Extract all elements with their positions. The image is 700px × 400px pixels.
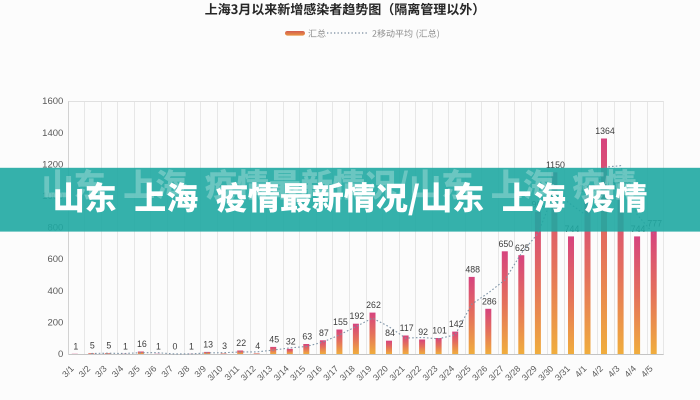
svg-text:3/13: 3/13	[255, 363, 274, 382]
svg-text:600: 600	[47, 254, 63, 265]
svg-text:4/1: 4/1	[573, 363, 589, 379]
svg-text:3/7: 3/7	[159, 363, 175, 379]
svg-text:488: 488	[465, 264, 480, 274]
svg-text:3/23: 3/23	[420, 363, 439, 382]
svg-text:3/28: 3/28	[503, 363, 522, 382]
svg-text:3/12: 3/12	[239, 363, 258, 382]
svg-text:155: 155	[333, 317, 348, 327]
svg-text:192: 192	[350, 311, 365, 321]
svg-text:1600: 1600	[42, 96, 63, 107]
svg-text:1364: 1364	[595, 126, 615, 136]
svg-text:45: 45	[269, 334, 279, 344]
svg-text:84: 84	[385, 328, 395, 338]
svg-text:117: 117	[400, 323, 414, 333]
svg-text:625: 625	[515, 243, 530, 253]
svg-text:1: 1	[73, 341, 78, 351]
svg-text:1150: 1150	[546, 160, 565, 170]
svg-text:3/1: 3/1	[60, 363, 76, 379]
svg-text:142: 142	[449, 319, 464, 329]
svg-text:3/20: 3/20	[371, 363, 390, 382]
svg-text:22: 22	[236, 338, 246, 348]
svg-text:4: 4	[255, 341, 260, 351]
svg-text:3: 3	[222, 341, 227, 351]
svg-text:3/27: 3/27	[487, 363, 506, 382]
svg-text:3/31: 3/31	[553, 363, 572, 382]
svg-text:1: 1	[189, 341, 194, 351]
svg-text:5: 5	[106, 341, 111, 351]
svg-text:101: 101	[432, 326, 447, 336]
svg-text:3/10: 3/10	[205, 363, 224, 382]
svg-text:5: 5	[90, 341, 95, 351]
svg-text:200: 200	[47, 317, 63, 328]
svg-text:87: 87	[319, 328, 329, 338]
svg-text:3/29: 3/29	[520, 363, 539, 382]
svg-text:3/26: 3/26	[470, 363, 489, 382]
svg-text:13: 13	[203, 339, 213, 349]
svg-text:3/15: 3/15	[288, 363, 307, 382]
svg-text:16: 16	[137, 339, 147, 349]
svg-text:3/25: 3/25	[454, 363, 473, 382]
svg-text:262: 262	[366, 300, 381, 310]
svg-text:3/17: 3/17	[321, 363, 340, 382]
svg-text:3/18: 3/18	[338, 363, 357, 382]
svg-text:3/22: 3/22	[404, 363, 423, 382]
svg-text:0: 0	[58, 349, 63, 360]
svg-text:286: 286	[482, 296, 497, 306]
svg-text:4/4: 4/4	[622, 363, 638, 379]
svg-text:3/16: 3/16	[305, 363, 324, 382]
svg-text:1: 1	[156, 341, 161, 351]
svg-text:3/8: 3/8	[176, 363, 192, 379]
svg-text:63: 63	[302, 332, 312, 342]
svg-text:0: 0	[173, 342, 178, 352]
svg-text:3/3: 3/3	[93, 363, 109, 379]
svg-text:92: 92	[418, 327, 428, 337]
svg-text:3/30: 3/30	[536, 363, 555, 382]
svg-text:4/3: 4/3	[606, 363, 622, 379]
svg-text:3/19: 3/19	[354, 363, 373, 382]
svg-text:4/5: 4/5	[639, 363, 655, 379]
svg-text:3/21: 3/21	[387, 363, 406, 382]
svg-text:650: 650	[498, 239, 513, 249]
svg-text:32: 32	[286, 336, 296, 346]
svg-text:3/2: 3/2	[77, 363, 93, 379]
svg-text:1200: 1200	[42, 159, 63, 170]
svg-text:3/24: 3/24	[437, 363, 456, 382]
svg-text:3/5: 3/5	[126, 363, 142, 379]
svg-text:1: 1	[123, 341, 128, 351]
svg-text:1400: 1400	[42, 128, 63, 139]
svg-text:4/2: 4/2	[589, 363, 605, 379]
svg-text:400: 400	[47, 286, 63, 297]
svg-text:3/6: 3/6	[143, 363, 159, 379]
svg-text:3/4: 3/4	[110, 363, 126, 379]
svg-text:3/11: 3/11	[222, 363, 241, 382]
svg-text:3/14: 3/14	[272, 363, 291, 382]
